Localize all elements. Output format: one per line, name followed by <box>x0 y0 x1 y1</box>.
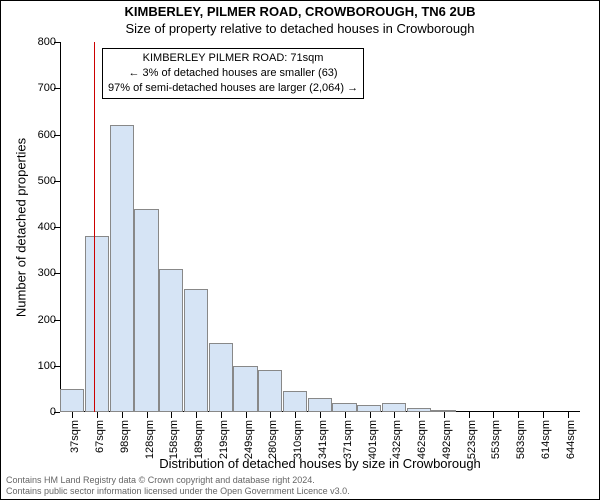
x-tick-label: 280sqm <box>270 381 282 420</box>
x-tick-label: 158sqm <box>171 381 183 420</box>
x-tick-label: 189sqm <box>196 381 208 420</box>
x-tick-label: 98sqm <box>122 387 134 420</box>
x-tick-label: 553sqm <box>493 381 505 420</box>
y-tick-label: 100 <box>16 360 56 372</box>
x-tick-label: 341sqm <box>320 381 332 420</box>
caption-line1: Contains HM Land Registry data © Crown c… <box>6 475 350 486</box>
property-marker-line <box>94 42 95 412</box>
annotation-line3: 97% of semi-detached houses are larger (… <box>108 81 358 96</box>
attribution-caption: Contains HM Land Registry data © Crown c… <box>6 475 350 497</box>
x-tick-label: 310sqm <box>295 381 307 420</box>
y-tick-label: 400 <box>16 221 56 233</box>
x-tick-label: 67sqm <box>97 387 109 420</box>
caption-line2: Contains public sector information licen… <box>6 486 350 497</box>
x-tick-label: 219sqm <box>221 381 233 420</box>
x-tick-label: 432sqm <box>394 381 406 420</box>
x-tick-label: 583sqm <box>518 381 530 420</box>
chart-title-line2: Size of property relative to detached ho… <box>0 21 600 36</box>
y-tick-label: 700 <box>16 82 56 94</box>
annotation-line2: ← 3% of detached houses are smaller (63) <box>108 66 358 81</box>
y-axis-line <box>60 42 61 412</box>
x-tick-label: 128sqm <box>147 381 159 420</box>
y-tick-label: 0 <box>16 406 56 418</box>
x-tick-label: 644sqm <box>568 381 580 420</box>
y-tick-label: 800 <box>16 36 56 48</box>
x-tick-label: 371sqm <box>345 381 357 420</box>
x-tick-label: 37sqm <box>72 387 84 420</box>
annotation-line1: KIMBERLEY PILMER ROAD: 71sqm <box>108 51 358 66</box>
chart-title-line1: KIMBERLEY, PILMER ROAD, CROWBOROUGH, TN6… <box>0 4 600 19</box>
y-tick-label: 200 <box>16 314 56 326</box>
y-tick-label: 300 <box>16 267 56 279</box>
x-tick-label: 249sqm <box>246 381 258 420</box>
histogram-bar <box>85 236 109 412</box>
plot-area: KIMBERLEY PILMER ROAD: 71sqm← 3% of deta… <box>60 42 580 412</box>
annotation-box: KIMBERLEY PILMER ROAD: 71sqm← 3% of deta… <box>102 48 364 99</box>
x-tick-label: 492sqm <box>444 381 456 420</box>
histogram-bar <box>110 125 134 412</box>
x-tick-label: 401sqm <box>370 381 382 420</box>
y-tick-label: 600 <box>16 129 56 141</box>
x-tick-label: 462sqm <box>419 381 431 420</box>
x-tick-label: 614sqm <box>543 381 555 420</box>
y-tick-label: 500 <box>16 175 56 187</box>
x-tick-label: 523sqm <box>469 381 481 420</box>
